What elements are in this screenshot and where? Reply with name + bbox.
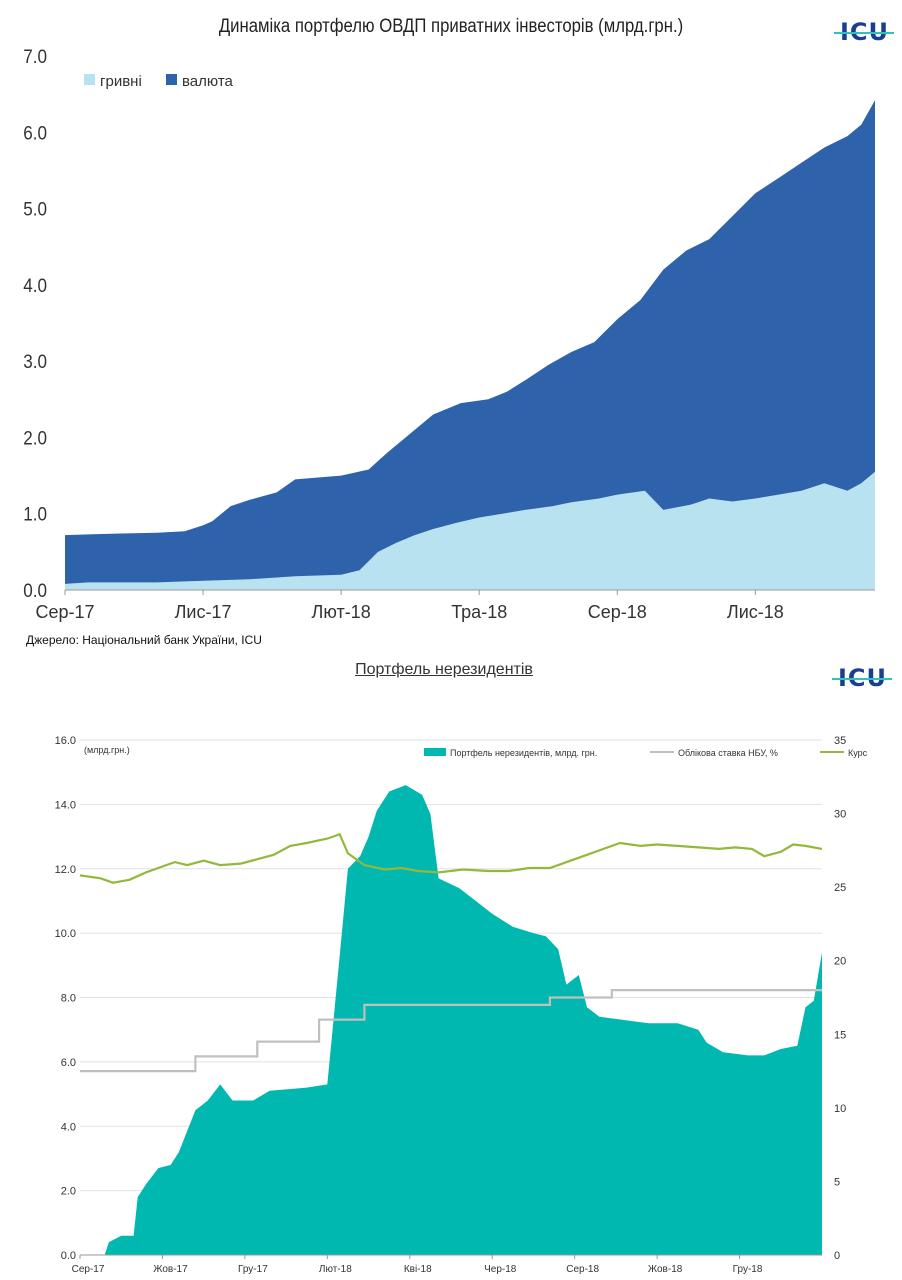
source-note: Джерело: Національний банк України, ICU	[26, 633, 262, 647]
legend-portfolio-label: Портфель нерезидентів, млрд. грн.	[450, 748, 597, 758]
chart2-y-tick-left: 4.0	[61, 1121, 76, 1133]
icu-logo-2: ICU	[832, 664, 892, 692]
chart2-svg: 0.0 2.0 4.0 6.0 8.0 10.0 12.0 14.0 16.0 0 5 10 15 20…	[55, 735, 868, 1275]
chart2-y-tick-left: 2.0	[61, 1186, 76, 1198]
legend-hryvni-label: гривні	[100, 73, 142, 90]
chart2-unit-label: (млрд.грн.)	[84, 745, 130, 755]
chart2-y-tick-right: 35	[834, 735, 846, 747]
chart1-title: Динаміка портфелю ОВДП приватних інвесто…	[218, 16, 684, 37]
chart2-y-tick-left: 12.0	[55, 864, 76, 876]
legend-rate-label: Облікова ставка НБУ, %	[678, 748, 778, 758]
chart1-x-tick: Сер-17	[35, 602, 94, 622]
icu-logo: ICU	[834, 18, 894, 46]
chart2-y-tick-right: 20	[834, 956, 846, 968]
chart1-area-valuta	[65, 100, 875, 590]
chart2-x-tick: Сер-18	[566, 1264, 599, 1275]
chart2-y-tick-left: 14.0	[55, 799, 76, 811]
chart2-y-tick-right: 5	[834, 1176, 840, 1188]
chart2-title: Портфель нерезидентів	[355, 661, 533, 678]
chart1-y-tick: 5.0	[23, 199, 47, 220]
chart2-y-tick-left: 8.0	[61, 993, 76, 1005]
chart2-x-tick: Гру-17	[238, 1264, 268, 1275]
chart2-y-tick-right: 30	[834, 809, 846, 821]
chart1-x-tick: Лис-17	[175, 602, 232, 622]
chart1-y-tick: 7.0	[23, 46, 47, 67]
chart2-y-tick-right: 10	[834, 1103, 846, 1115]
chart1-y-tick: 2.0	[23, 428, 47, 449]
chart1-svg: 0.0 1.0 2.0 3.0 4.0 5.0 6.0 7.0 Сер-17 Лис-17 Лют…	[23, 46, 875, 622]
chart2-y-tick-left: 10.0	[55, 928, 76, 940]
legend-valuta-swatch	[166, 74, 177, 85]
chart2-x-tick: Жов-17	[153, 1264, 188, 1275]
chart1-x-tick: Тра-18	[451, 602, 507, 622]
legend-hryvni-swatch	[84, 74, 95, 85]
chart1-y-tick: 3.0	[23, 351, 47, 372]
legend-portfolio-swatch	[424, 748, 446, 756]
chart1-y-tick: 6.0	[23, 122, 47, 143]
chart2-x-tick: Кві-18	[404, 1264, 432, 1275]
legend-fx-label: Курс	[848, 748, 868, 758]
chart2-y-tick-left: 0.0	[61, 1250, 76, 1262]
chart1-y-tick: 0.0	[23, 580, 47, 601]
chart2-y-tick-left: 16.0	[55, 735, 76, 747]
chart2-line-fx	[79, 832, 823, 884]
chart2-y-tick-right: 25	[834, 882, 846, 894]
chart2-x-tick: Жов-18	[648, 1264, 683, 1275]
chart1-legend: гривні валюта	[84, 73, 234, 90]
chart2-line-rate	[80, 989, 822, 1073]
chart2-y-tick-left: 6.0	[61, 1057, 76, 1069]
chart1-y-tick: 4.0	[23, 275, 47, 296]
chart1-x-tick: Сер-18	[588, 602, 647, 622]
chart2-y-tick-right: 0	[834, 1250, 840, 1262]
chart2-x-tick: Сер-17	[72, 1264, 105, 1275]
legend-valuta-label: валюта	[182, 73, 234, 90]
chart1-x-tick: Лис-18	[727, 602, 784, 622]
chart2-x-tick: Лют-18	[319, 1264, 352, 1275]
chart1-y-tick: 1.0	[23, 504, 47, 525]
chart2-area-portfolio	[80, 785, 822, 1255]
chart2-x-tick: Чер-18	[484, 1264, 517, 1275]
chart2-y-tick-right: 15	[834, 1029, 846, 1041]
chart1-area-hryvni	[65, 471, 875, 590]
chart2-x-tick: Гру-18	[733, 1264, 763, 1275]
chart1-x-tick: Лют-18	[312, 602, 371, 622]
chart2-legend: Портфель нерезидентів, млрд. грн. Обліко…	[424, 748, 868, 758]
